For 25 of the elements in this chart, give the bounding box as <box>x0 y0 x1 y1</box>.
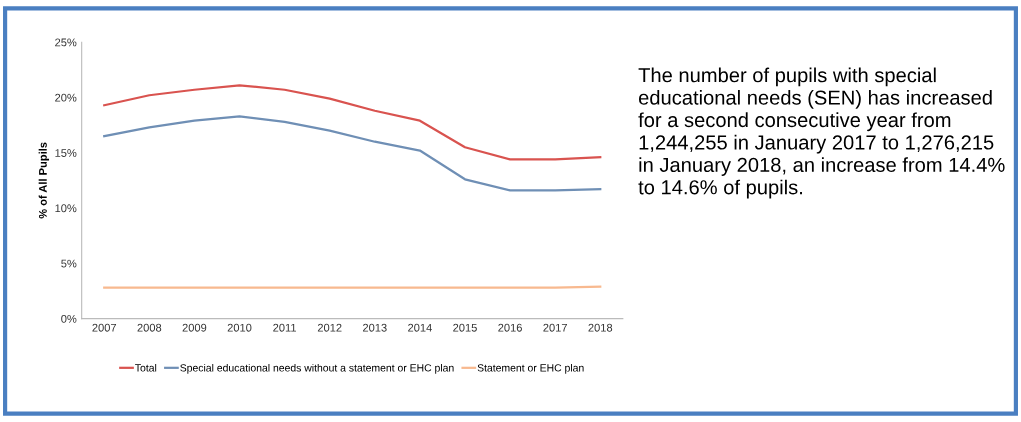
legend-label: Statement or EHC plan <box>477 363 584 374</box>
x-tick-label: 2017 <box>543 323 567 332</box>
y-tick-label: 10% <box>55 204 77 213</box>
text: The number of pupils with special educational needs (SEN) has increased for a second consecutive year from 1,244,255 in January 2017 to 1,276,215 in January 2018, an increase from 14.4% to 14.6% of pupils. <box>638 67 1005 199</box>
y-axis-title: % of All Pupils <box>38 142 50 219</box>
y-tick-label: 25% <box>55 38 77 47</box>
x-tick-label: 2016 <box>498 323 522 332</box>
y-tick-label: 15% <box>55 149 77 157</box>
y-tick-label: 5% <box>61 259 77 268</box>
line-series <box>103 115 602 192</box>
y-tick-label: 0% <box>61 314 77 323</box>
x-tick-label: 2011 <box>273 323 297 332</box>
x-tick-label: 2012 <box>317 323 342 332</box>
x-tick-label: 2018 <box>588 323 613 332</box>
legend-label: Special educational needs without a statement or EHC plan <box>180 363 454 374</box>
legend-label: Total <box>135 363 157 372</box>
x-tick-label: 2007 <box>92 323 117 332</box>
x-tick-label: 2014 <box>408 323 432 332</box>
line-series <box>103 84 602 161</box>
x-tick-label: 2009 <box>182 323 207 332</box>
x-tick-label: 2008 <box>137 323 162 332</box>
y-tick-label: 20% <box>55 93 77 102</box>
x-tick-label: 2015 <box>453 323 477 332</box>
x-tick-label: 2013 <box>362 323 387 332</box>
x-tick-label: 2010 <box>227 323 252 332</box>
